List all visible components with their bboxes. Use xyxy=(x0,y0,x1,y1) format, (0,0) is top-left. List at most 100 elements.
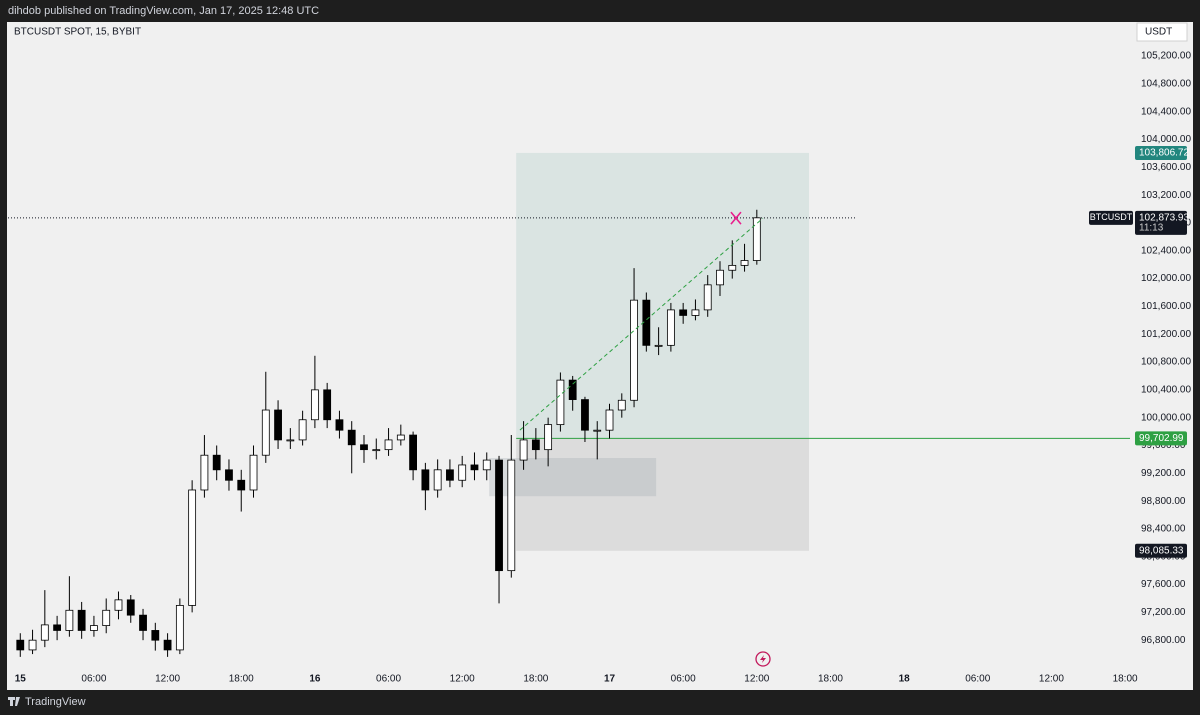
y-tick-label: 98,800.00 xyxy=(1141,496,1186,507)
candle-body xyxy=(323,389,332,421)
candle-body xyxy=(188,489,197,606)
trend-line xyxy=(519,217,764,431)
candle-body xyxy=(654,344,663,347)
candle-body xyxy=(249,454,258,491)
candle-body xyxy=(409,434,417,471)
candle-body xyxy=(151,630,160,641)
candle-body xyxy=(593,429,602,432)
candle-body xyxy=(40,624,49,641)
candle-body xyxy=(421,469,430,491)
candle-body xyxy=(261,409,270,456)
candle-body xyxy=(691,309,700,316)
y-tick-label: 101,600.00 xyxy=(1141,301,1191,312)
candle-body xyxy=(298,419,307,441)
countdown-label: 11:13 xyxy=(1139,222,1164,233)
y-tick-label: 99,600.00 xyxy=(1141,440,1186,451)
candle-body xyxy=(642,299,651,346)
candle-body xyxy=(544,424,553,451)
candle-body xyxy=(225,469,233,481)
x-tick-label: 18 xyxy=(899,674,911,685)
candle-body xyxy=(568,379,577,400)
candle-body xyxy=(286,439,295,442)
plot-layer: 15 06:00 12:00 18:00 16 06:00 12:00 18:00 17 06:0… xyxy=(8,51,1191,685)
y-tick-label: 100,400.00 xyxy=(1141,384,1191,395)
candle-body xyxy=(16,639,25,651)
candle-body xyxy=(347,429,356,446)
candle-body xyxy=(200,454,209,491)
stop-price-label: 98,085.33 xyxy=(1139,545,1184,556)
candle-body xyxy=(28,639,37,651)
x-tick-label: 06:00 xyxy=(81,674,106,685)
x-tick-label: 18:00 xyxy=(229,674,254,685)
y-tick-label: 100,000.00 xyxy=(1141,412,1191,423)
candle-body xyxy=(163,639,172,651)
candle-body xyxy=(77,609,86,631)
candle-body xyxy=(446,469,454,481)
candle-body xyxy=(335,419,344,431)
candle-body xyxy=(212,454,221,471)
x-tick-label: 15 xyxy=(15,674,27,685)
y-tick-label: 96,800.00 xyxy=(1141,635,1186,646)
x-tick-label: 18:00 xyxy=(523,674,548,685)
y-tick-label: 102,400.00 xyxy=(1141,245,1191,256)
y-tick-label: 98,400.00 xyxy=(1141,524,1186,535)
entry-price-label: 99,702.99 xyxy=(1139,433,1184,444)
alert-icon xyxy=(755,651,771,667)
chart-title: BTCUSDT SPOT, 15, BYBIT xyxy=(14,27,141,38)
y-tick-label: 103,200.00 xyxy=(1141,190,1191,201)
x-tick-label: 12:00 xyxy=(450,674,475,685)
publish-header: dihdob published on TradingView.com, Jan… xyxy=(8,5,319,17)
stop-price-label-bg xyxy=(1135,543,1187,558)
x-tick-label: 18:00 xyxy=(1113,674,1138,685)
candle-body xyxy=(65,609,74,631)
symbol-tag: BTCUSDT xyxy=(1090,212,1133,222)
x-tick-label: 16 xyxy=(309,674,321,685)
candle-body xyxy=(507,459,516,572)
candle-body xyxy=(617,399,626,411)
chart-pane xyxy=(7,22,1193,690)
target-price-label: 103,806.72 xyxy=(1139,148,1189,159)
x-tick-label: 17 xyxy=(604,674,616,685)
candle-body xyxy=(716,269,724,286)
candle-body xyxy=(114,599,123,611)
candle-body xyxy=(666,309,675,346)
last-price-bg xyxy=(1135,210,1187,235)
footer-logo xyxy=(8,697,20,706)
candle-body xyxy=(458,464,467,481)
cross-marker xyxy=(730,211,742,225)
candle-body xyxy=(139,614,147,631)
target-price-label-bg xyxy=(1135,145,1187,160)
x-tick-label: 12:00 xyxy=(1039,674,1064,685)
y-tick-label: 104,000.00 xyxy=(1141,134,1191,145)
candle-body xyxy=(482,459,491,471)
footer-brand: TradingView xyxy=(25,696,86,708)
candle-body xyxy=(728,264,737,271)
symbol-tag-bg xyxy=(1089,210,1133,225)
x-tick-label: 12:00 xyxy=(155,674,180,685)
currency-box xyxy=(1136,22,1188,42)
x-tick-label: 06:00 xyxy=(376,674,401,685)
y-tick-label: 97,200.00 xyxy=(1141,607,1186,618)
candle-body xyxy=(90,625,98,631)
candle-body xyxy=(740,260,749,266)
y-tick-label: 105,200.00 xyxy=(1141,51,1191,62)
y-tick-label: 104,400.00 xyxy=(1141,106,1191,117)
gray-zone xyxy=(489,457,657,497)
x-tick-label: 18:00 xyxy=(818,674,843,685)
candle-body xyxy=(495,459,503,572)
y-tick-label: 97,600.00 xyxy=(1141,579,1186,590)
candle-body xyxy=(360,444,368,451)
y-tick-label: 101,200.00 xyxy=(1141,329,1191,340)
candle-body xyxy=(519,439,528,461)
x-tick-label: 06:00 xyxy=(671,674,696,685)
candle-body xyxy=(556,379,565,426)
candle-body xyxy=(581,399,589,431)
candle-body xyxy=(396,434,405,441)
candle-body xyxy=(470,464,479,471)
candle-body xyxy=(274,409,282,441)
y-tick-label: 104,800.00 xyxy=(1141,79,1191,90)
x-tick-label: 12:00 xyxy=(744,674,769,685)
last-price-label: 102,873.93 xyxy=(1139,212,1189,223)
candle-body xyxy=(703,284,712,311)
